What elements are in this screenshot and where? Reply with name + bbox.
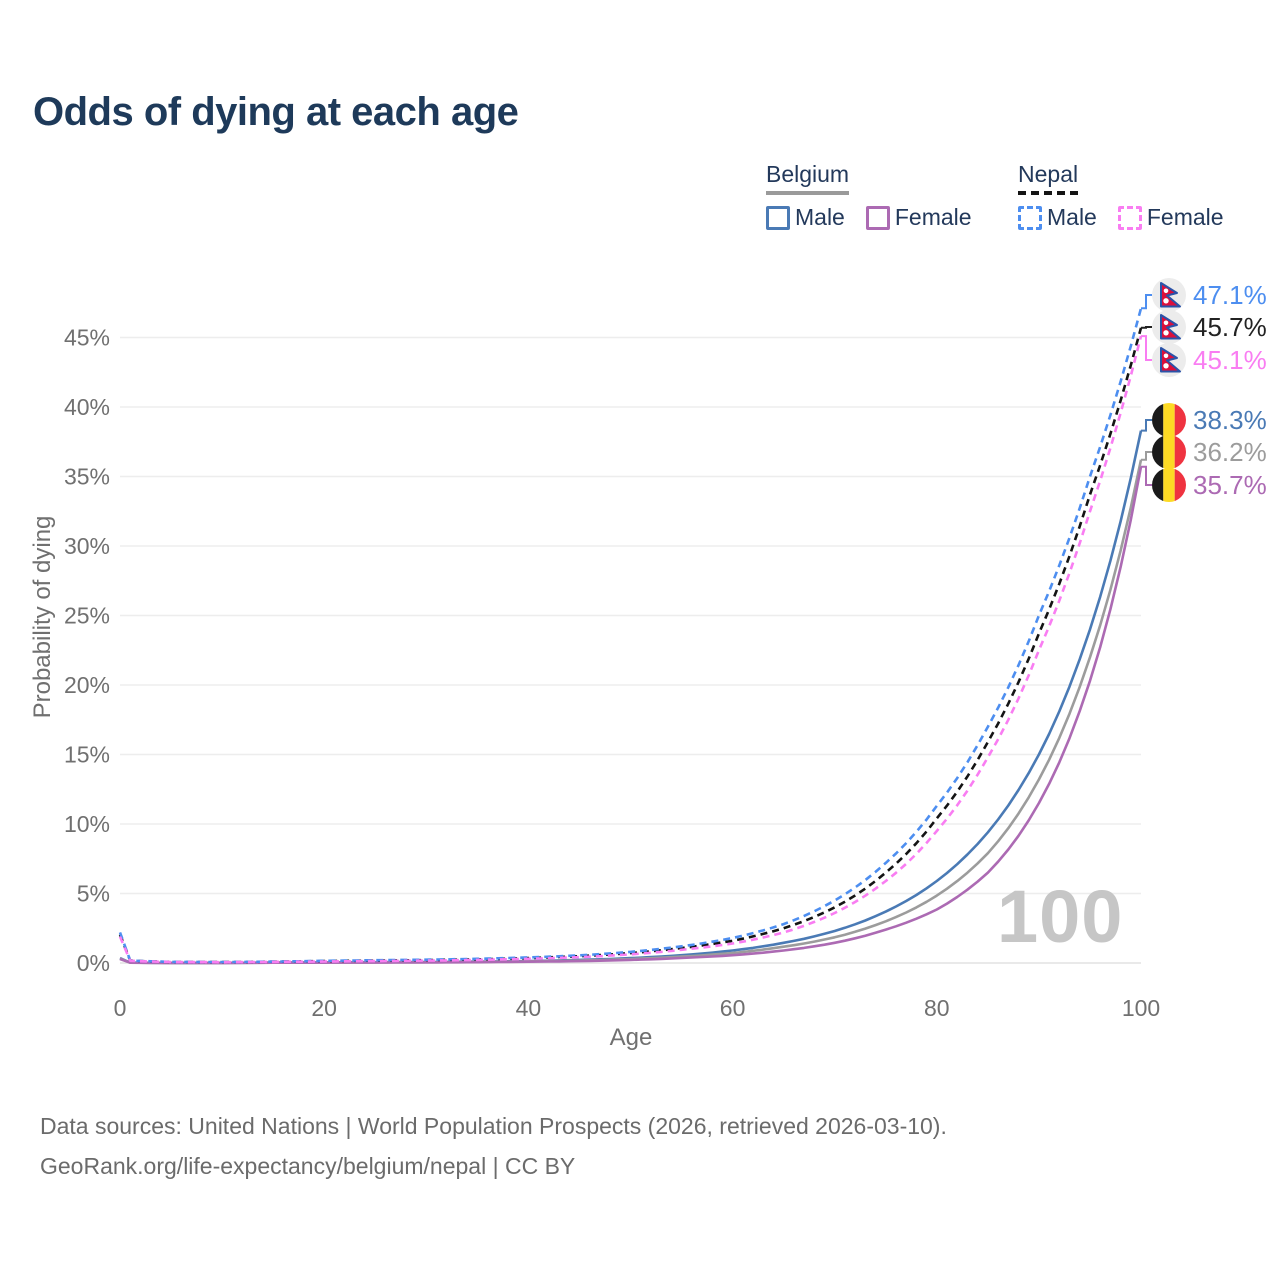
- x-tick-100: 100: [1122, 995, 1160, 1021]
- y-tick-15: 15%: [64, 742, 110, 768]
- label-connector-belgium-female: [1141, 465, 1152, 486]
- nepal-flag-icon: [1152, 310, 1186, 344]
- source-footer: Data sources: United Nations | World Pop…: [40, 1106, 947, 1186]
- line-belgium-female: [119, 466, 1143, 965]
- end-label-nepal-both: 45.7%: [1193, 312, 1267, 342]
- legend-swatch-nepal-male: [1018, 205, 1042, 230]
- line-belgium-both: [119, 459, 1143, 965]
- legend-label-nepal-male: Male: [1047, 204, 1097, 230]
- y-tick-20: 20%: [64, 672, 110, 698]
- end-label-belgium-both: 36.2%: [1193, 437, 1267, 467]
- belgium-flag-icon: [1152, 403, 1186, 437]
- legend-item-nepal-female[interactable]: Female: [1117, 204, 1224, 231]
- y-axis-label: Probability of dying: [29, 515, 56, 719]
- y-tick-25: 25%: [64, 603, 110, 629]
- end-label-belgium-male: 38.3%: [1193, 405, 1267, 435]
- line-nepal-female: [118, 335, 1143, 964]
- x-axis-label: Age: [609, 1024, 653, 1051]
- legend-label-belgium-male: Male: [795, 204, 845, 230]
- x-tick-0: 0: [114, 995, 127, 1021]
- age-watermark: 100: [997, 875, 1124, 958]
- legend-item-belgium-male[interactable]: Male: [766, 204, 845, 231]
- legend-label-nepal-female: Female: [1146, 204, 1224, 230]
- x-tick-40: 40: [516, 995, 542, 1021]
- label-connector-belgium-both: [1141, 451, 1152, 461]
- line-belgium-male: [119, 430, 1143, 965]
- belgium-flag-icon: [1152, 435, 1186, 469]
- legend-swatch-belgium-female: [865, 205, 890, 230]
- legend-group-belgium: Belgium Male Female: [766, 161, 972, 231]
- page-title: Odds of dying at each age: [33, 90, 519, 134]
- y-tick-0: 0%: [77, 950, 110, 976]
- label-connector-belgium-male: [1141, 419, 1152, 432]
- nepal-flag-icon: [1152, 278, 1186, 312]
- x-tick-60: 60: [720, 995, 746, 1021]
- label-connector-nepal-male: [1141, 294, 1152, 310]
- end-label-belgium-female: 35.7%: [1193, 470, 1267, 500]
- line-nepal-both: [118, 327, 1143, 964]
- legend-header-belgium: Belgium: [766, 161, 850, 195]
- y-tick-40: 40%: [64, 394, 110, 420]
- belgium-flag-icon: [1152, 468, 1186, 502]
- label-connector-nepal-female: [1141, 335, 1152, 361]
- legend-item-nepal-male[interactable]: Male: [1018, 204, 1097, 231]
- x-tick-20: 20: [311, 995, 337, 1021]
- legend-label-belgium-female: Female: [894, 204, 972, 230]
- legend-swatch-nepal-female: [1117, 205, 1142, 230]
- y-tick-10: 10%: [64, 811, 110, 837]
- legend-swatch-belgium-male: [766, 205, 790, 230]
- y-tick-45: 45%: [64, 325, 110, 351]
- label-connector-nepal-both: [1141, 326, 1152, 329]
- end-label-nepal-female: 45.1%: [1193, 345, 1267, 375]
- y-tick-30: 30%: [64, 533, 110, 559]
- legend-header-nepal: Nepal: [1018, 161, 1079, 195]
- source-line-2: GeoRank.org/life-expectancy/belgium/nepa…: [40, 1153, 576, 1179]
- nepal-flag-icon: [1152, 343, 1186, 377]
- y-tick-35: 35%: [64, 464, 110, 490]
- line-nepal-male: [118, 307, 1143, 964]
- source-line-1: Data sources: United Nations | World Pop…: [40, 1113, 947, 1139]
- y-tick-5: 5%: [77, 881, 110, 907]
- x-tick-80: 80: [924, 995, 950, 1021]
- legend-group-nepal: Nepal Male Female: [1018, 161, 1224, 231]
- end-label-nepal-male: 47.1%: [1193, 280, 1267, 310]
- legend-item-belgium-female[interactable]: Female: [865, 204, 972, 231]
